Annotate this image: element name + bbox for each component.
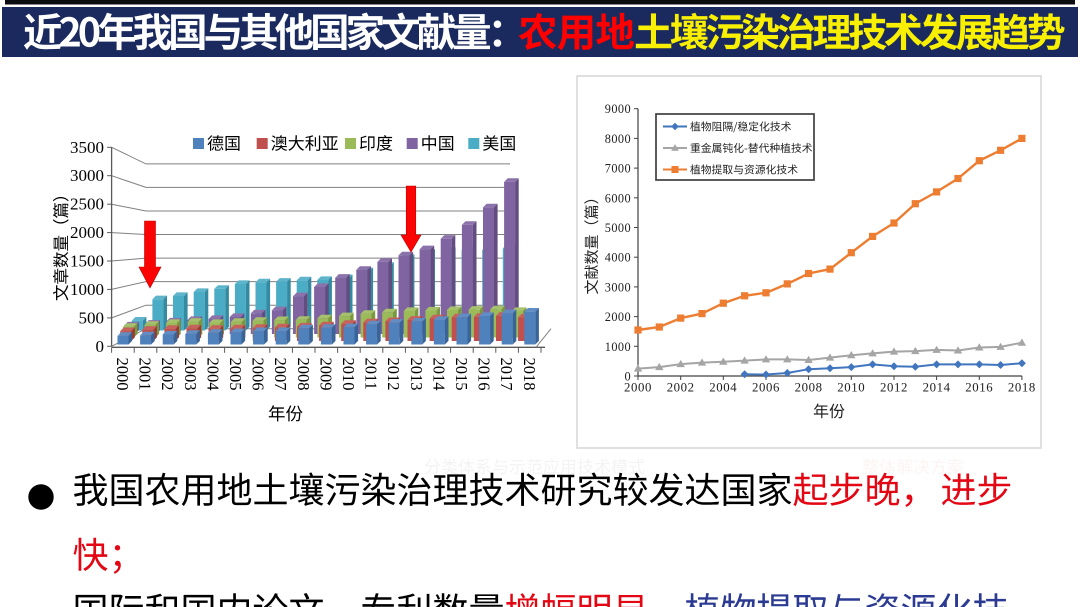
svg-text:5000: 5000 (605, 221, 631, 235)
svg-text:3500: 3500 (70, 138, 104, 157)
svg-text:2007: 2007 (271, 358, 290, 391)
svg-text:2000: 2000 (70, 223, 104, 242)
svg-text:2015: 2015 (452, 358, 471, 391)
svg-text:2016: 2016 (965, 381, 993, 395)
svg-text:2004: 2004 (203, 358, 222, 391)
svg-text:2001: 2001 (136, 358, 155, 391)
svg-text:2009: 2009 (316, 358, 335, 391)
svg-text:2016: 2016 (475, 358, 494, 391)
svg-text:2014: 2014 (923, 381, 951, 395)
svg-text:2014: 2014 (429, 358, 448, 391)
svg-text:2011: 2011 (362, 358, 381, 390)
svg-text:6000: 6000 (605, 191, 631, 205)
svg-text:4000: 4000 (605, 251, 631, 265)
svg-text:2018: 2018 (1008, 381, 1036, 395)
svg-text:1000: 1000 (605, 340, 631, 354)
svg-text:9000: 9000 (605, 102, 631, 116)
svg-text:2000: 2000 (624, 381, 652, 395)
svg-text:3000: 3000 (605, 280, 631, 294)
svg-text:2008: 2008 (294, 358, 313, 391)
svg-text:2008: 2008 (795, 381, 823, 395)
svg-text:2017: 2017 (497, 358, 516, 391)
svg-text:1000: 1000 (70, 280, 104, 299)
svg-text:2010: 2010 (837, 381, 865, 395)
svg-text:2010: 2010 (339, 358, 358, 391)
svg-text:8000: 8000 (605, 132, 631, 146)
svg-text:0: 0 (96, 337, 105, 356)
svg-text:3000: 3000 (70, 166, 104, 185)
svg-text:2000: 2000 (113, 358, 132, 391)
svg-text:2005: 2005 (226, 358, 245, 391)
svg-text:500: 500 (79, 308, 105, 327)
svg-text:2006: 2006 (249, 358, 268, 391)
svg-text:1500: 1500 (70, 252, 104, 271)
svg-text:2500: 2500 (70, 195, 104, 214)
svg-text:2013: 2013 (407, 358, 426, 391)
svg-text:7000: 7000 (605, 162, 631, 176)
svg-text:2012: 2012 (880, 381, 908, 395)
svg-text:2002: 2002 (667, 381, 695, 395)
svg-text:2018: 2018 (520, 358, 539, 391)
svg-text:2002: 2002 (158, 358, 177, 391)
svg-text:2000: 2000 (605, 310, 631, 324)
svg-text:2012: 2012 (384, 358, 403, 391)
svg-text:0: 0 (624, 370, 631, 384)
svg-text:2004: 2004 (709, 381, 737, 395)
svg-text:2003: 2003 (181, 358, 200, 391)
svg-text:2006: 2006 (752, 381, 780, 395)
